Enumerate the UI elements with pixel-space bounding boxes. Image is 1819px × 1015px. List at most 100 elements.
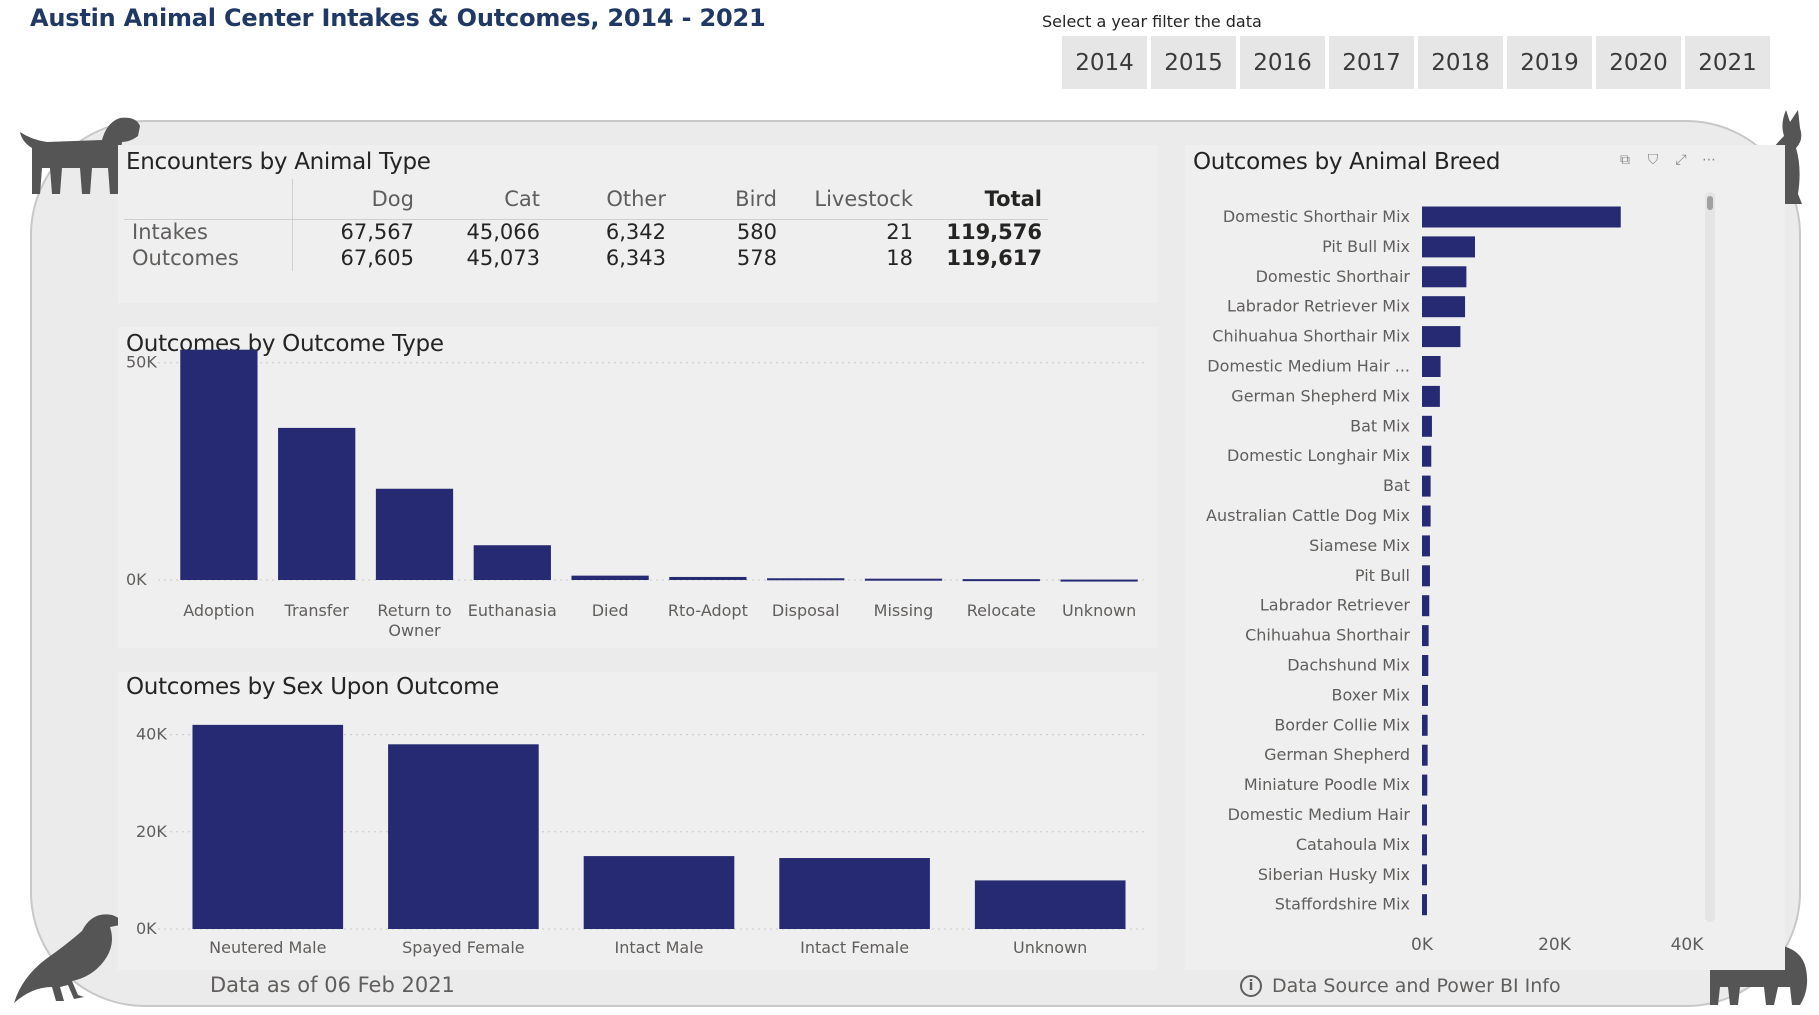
data-source-label: Data Source and Power BI Info: [1272, 975, 1561, 997]
sex-outcome-panel: Outcomes by Sex Upon Outcome 0K 20K 40K Neu…: [118, 672, 1157, 970]
y-tick-label: 0K: [126, 570, 147, 589]
data-source-link[interactable]: i Data Source and Power BI Info: [1240, 975, 1561, 997]
bar-neutered-male: [192, 724, 344, 929]
y-tick-label: Domestic Medium Hair: [1228, 805, 1411, 824]
bar-domestic-medium-hair: [1422, 356, 1441, 377]
bar-transfer: [278, 427, 356, 580]
encounters-table: Dog Cat Other Bird Livestock Total Intak…: [124, 179, 1048, 271]
bar-miniature-poodle-mix: [1422, 774, 1428, 796]
table-cell: 6,342: [605, 220, 666, 245]
y-tick-label: Bat: [1383, 476, 1410, 495]
x-tick-label: Transfer: [284, 601, 350, 620]
bar-staffordshire-mix: [1422, 894, 1427, 916]
outcome-type-title: Outcomes by Outcome Type: [126, 331, 444, 357]
bar-domestic-longhair-mix: [1422, 445, 1432, 467]
filter-icon[interactable]: ⛉: [1647, 152, 1659, 168]
column-header-total[interactable]: Total: [984, 186, 1042, 211]
bar-pit-bull-mix: [1422, 236, 1475, 258]
bar-missing: [864, 578, 943, 581]
row-label-intakes: Intakes: [124, 219, 293, 245]
column-header-dog[interactable]: Dog: [371, 186, 414, 211]
encounters-title: Encounters by Animal Type: [126, 149, 431, 175]
row-label-outcomes: Outcomes: [124, 245, 293, 271]
column-header-cat[interactable]: Cat: [504, 186, 540, 211]
bar-dachshund-mix: [1422, 655, 1429, 676]
y-tick-label: Domestic Shorthair Mix: [1223, 207, 1410, 226]
column-header-bird[interactable]: Bird: [735, 186, 777, 211]
y-tick-label: Bat Mix: [1350, 416, 1410, 435]
y-tick-label: Staffordshire Mix: [1275, 895, 1410, 914]
y-tick-label: Catahoula Mix: [1296, 835, 1410, 854]
table-cell: 578: [736, 246, 777, 270]
x-tick-label: 20K: [1538, 935, 1572, 955]
x-tick-label: Unknown: [1013, 938, 1087, 957]
y-tick-label: Domestic Shorthair: [1256, 267, 1411, 286]
bar-pit-bull: [1422, 565, 1430, 587]
bar-labrador-retriever-mix: [1422, 296, 1466, 318]
info-icon: i: [1240, 975, 1262, 997]
bar-euthanasia: [473, 545, 551, 580]
bar-intact-female: [779, 858, 930, 929]
bar-bat-mix: [1422, 415, 1432, 437]
y-tick-label: Siberian Husky Mix: [1258, 865, 1410, 884]
bar-border-collie-mix: [1422, 714, 1428, 736]
expand-icon[interactable]: ⤢: [1675, 152, 1687, 168]
y-tick-label: Pit Bull Mix: [1322, 237, 1410, 256]
bar-australian-cattle-dog-mix: [1422, 505, 1431, 527]
year-button-2018[interactable]: 2018: [1418, 36, 1503, 89]
x-tick-label: Euthanasia: [468, 601, 557, 620]
year-button-2014[interactable]: 2014: [1062, 36, 1147, 89]
y-tick-label: Miniature Poodle Mix: [1244, 775, 1410, 794]
column-header-other[interactable]: Other: [606, 186, 666, 211]
year-filter-caption: Select a year filter the data: [1042, 12, 1262, 31]
y-tick-label: Pit Bull: [1355, 566, 1410, 585]
bar-relocate: [962, 579, 1040, 582]
table-cell: 45,066: [466, 220, 540, 245]
year-button-2016[interactable]: 2016: [1240, 36, 1325, 89]
page-title: Austin Animal Center Intakes & Outcomes,…: [30, 4, 766, 32]
table-cell-total: 119,576: [946, 220, 1042, 245]
y-tick-label: Chihuahua Shorthair Mix: [1212, 327, 1410, 346]
bar-intact-male: [583, 856, 735, 929]
copy-icon[interactable]: ⧉: [1620, 152, 1630, 168]
breed-scroll-thumb[interactable]: [1707, 196, 1713, 210]
year-button-2020[interactable]: 2020: [1596, 36, 1681, 89]
column-header-livestock[interactable]: Livestock: [814, 186, 913, 211]
y-tick-label: Dachshund Mix: [1287, 656, 1410, 675]
y-tick-label: Labrador Retriever: [1260, 596, 1411, 615]
y-tick-label: 50K: [126, 353, 157, 372]
year-button-2021[interactable]: 2021: [1685, 36, 1770, 89]
bar-rto-adopt: [669, 576, 747, 580]
year-button-2015[interactable]: 2015: [1151, 36, 1236, 89]
bar-unknown: [1060, 579, 1138, 582]
table-cell: 21: [886, 220, 913, 245]
table-cell: 580: [736, 220, 777, 245]
y-tick-label: Boxer Mix: [1332, 685, 1410, 704]
bar-catahoula-mix: [1422, 834, 1427, 856]
y-tick-label: 0K: [136, 919, 157, 938]
x-tick-label: Disposal: [772, 601, 840, 620]
column-header-blank: [124, 179, 293, 219]
x-tick-label: Adoption: [183, 601, 254, 620]
table-header-row: Dog Cat Other Bird Livestock Total: [124, 179, 1048, 219]
x-tick-label: Spayed Female: [402, 938, 525, 957]
bar-siberian-husky-mix: [1422, 864, 1427, 886]
bar-german-shepherd-mix: [1422, 385, 1440, 407]
y-tick-label: Labrador Retriever Mix: [1227, 297, 1410, 316]
x-tick-label: 40K: [1671, 935, 1705, 955]
bar-unknown: [974, 880, 1126, 929]
x-tick-label: Relocate: [967, 601, 1036, 620]
more-options-icon[interactable]: ⋯: [1702, 152, 1716, 168]
bar-died: [571, 575, 649, 580]
breed-scrollbar[interactable]: [1705, 192, 1715, 922]
year-button-2019[interactable]: 2019: [1507, 36, 1592, 89]
year-button-2017[interactable]: 2017: [1329, 36, 1414, 89]
x-tick-label: Intact Male: [615, 938, 704, 957]
bar-chihuahua-shorthair: [1422, 625, 1429, 647]
bar-siamese-mix: [1422, 535, 1430, 557]
x-tick-label: Missing: [874, 601, 934, 620]
x-tick-label: 0K: [1411, 935, 1434, 955]
y-tick-label: Domestic Medium Hair ...: [1207, 357, 1410, 376]
y-tick-label: Australian Cattle Dog Mix: [1206, 506, 1410, 525]
sex-outcome-chart: 0K 20K 40K Neutered Male Spayed Female Intact…: [136, 724, 1148, 957]
